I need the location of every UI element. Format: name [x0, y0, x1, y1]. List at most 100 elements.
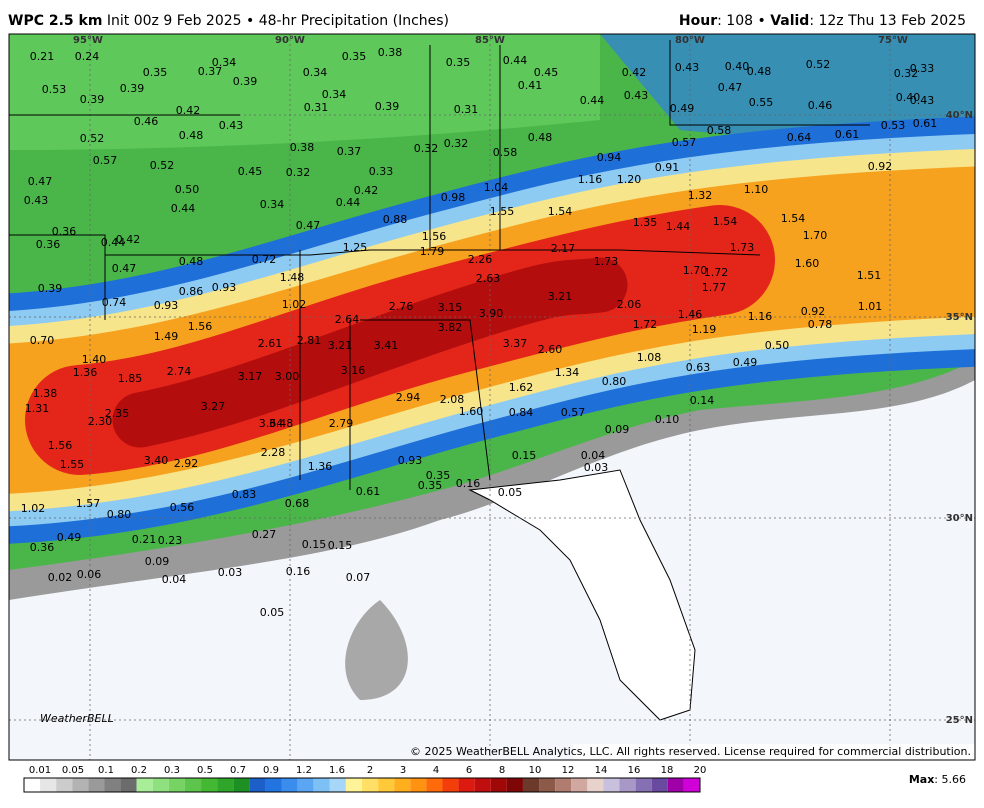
- precip-label: 1.02: [282, 298, 307, 311]
- precip-label: 0.48: [179, 255, 204, 268]
- precip-label: 0.44: [580, 94, 605, 107]
- colorbar-swatch: [233, 778, 250, 792]
- precip-label: 0.34: [322, 88, 347, 101]
- precip-label: 0.02: [48, 571, 73, 584]
- colorbar-swatch: [265, 778, 282, 792]
- colorbar-label: 2: [367, 765, 373, 776]
- precip-label: 1.46: [678, 308, 703, 321]
- colorbar-swatch: [474, 778, 491, 792]
- precip-label: 0.64: [787, 131, 812, 144]
- precip-label: 0.04: [581, 449, 606, 462]
- precip-label: 0.39: [233, 75, 258, 88]
- colorbar-label: 1.2: [296, 765, 312, 776]
- colorbar-swatch: [56, 778, 73, 792]
- precip-label: 0.48: [179, 129, 204, 142]
- precip-label: 1.34: [555, 366, 580, 379]
- precip-label: 3.37: [503, 337, 528, 350]
- precip-label: 3.00: [275, 370, 300, 383]
- precip-label: 2.08: [440, 393, 465, 406]
- precip-label: 3.41: [374, 339, 399, 352]
- colorbar-swatch: [24, 778, 41, 792]
- precip-label: 1.49: [154, 330, 179, 343]
- precip-label: 0.94: [597, 151, 622, 164]
- colorbar-swatch: [362, 778, 379, 792]
- precip-label: 0.80: [602, 375, 627, 388]
- precip-label: 0.34: [260, 198, 285, 211]
- precip-label: 0.35: [342, 50, 367, 63]
- colorbar-swatch: [88, 778, 105, 792]
- precip-label: 2.26: [468, 253, 493, 266]
- precip-label: 0.57: [672, 136, 697, 149]
- precip-label: 0.80: [107, 508, 132, 521]
- colorbar-swatch: [426, 778, 443, 792]
- precip-label: 0.35: [418, 479, 443, 492]
- precip-label: 1.02: [21, 502, 46, 515]
- precip-label: 0.37: [198, 65, 223, 78]
- precip-label: 2.94: [396, 391, 421, 404]
- colorbar-swatch: [136, 778, 153, 792]
- precip-label: 1.31: [25, 402, 50, 415]
- precip-label: 0.61: [913, 117, 938, 130]
- precip-label: 0.32: [894, 67, 919, 80]
- colorbar-label: 10: [529, 765, 542, 776]
- copyright: © 2025 WeatherBELL Analytics, LLC. All r…: [410, 745, 971, 758]
- colorbar-swatch: [683, 778, 700, 792]
- precip-label: 0.10: [655, 413, 680, 426]
- precip-label: 0.42: [176, 104, 201, 117]
- precip-label: 0.40: [896, 91, 921, 104]
- precip-label: 3.15: [438, 301, 463, 314]
- precip-label: 0.23: [158, 534, 183, 547]
- precip-label: 0.07: [346, 571, 371, 584]
- lat-label: 30°N: [946, 513, 973, 524]
- precip-label: 2.64: [335, 313, 360, 326]
- precip-label: 2.61: [258, 337, 283, 350]
- precip-label: 0.09: [145, 555, 170, 568]
- precip-label: 0.32: [414, 142, 439, 155]
- precip-label: 1.48: [280, 271, 305, 284]
- precip-label: 1.62: [509, 381, 534, 394]
- precip-label: 0.31: [304, 101, 329, 114]
- max-val: : 5.66: [934, 773, 966, 786]
- precip-label: 2.28: [261, 446, 286, 459]
- init: Init 00z 9 Feb 2025 • 48-hr Precipitatio…: [107, 13, 449, 29]
- colorbar-swatch: [651, 778, 668, 792]
- precip-label: 0.06: [77, 568, 102, 581]
- precip-label: 0.03: [218, 566, 243, 579]
- colorbar-label: 8: [499, 765, 505, 776]
- precip-label: 3.21: [328, 339, 353, 352]
- colorbar-label: 20: [694, 765, 707, 776]
- precip-label: 2.60: [538, 343, 563, 356]
- precip-label: 1.56: [422, 230, 447, 243]
- colorbar-label: 4: [433, 765, 439, 776]
- precip-label: 0.33: [369, 165, 394, 178]
- precip-label: 0.34: [212, 56, 237, 69]
- precip-label: 0.16: [286, 565, 311, 578]
- precip-label: 0.47: [112, 262, 137, 275]
- colorbar-swatch: [152, 778, 169, 792]
- precip-label: 0.78: [808, 318, 833, 331]
- colorbar-label: 0.9: [263, 765, 279, 776]
- precip-label: 0.44: [336, 196, 361, 209]
- precip-label: 3.16: [341, 364, 366, 377]
- precip-label: 0.44: [171, 202, 196, 215]
- precip-label: 0.35: [143, 66, 168, 79]
- valid-key: Valid: [770, 13, 809, 29]
- colorbar-swatch: [329, 778, 346, 792]
- precip-label: 1.16: [578, 173, 603, 186]
- precip-label: 0.39: [375, 100, 400, 113]
- colorbar-label: 0.3: [164, 765, 180, 776]
- colorbar-swatch: [297, 778, 314, 792]
- precip-label: 1.44: [666, 220, 691, 233]
- logo: WeatherBELL: [40, 712, 114, 725]
- colorbar-swatch: [603, 778, 620, 792]
- colorbar-swatch: [378, 778, 395, 792]
- colorbar-swatch: [217, 778, 234, 792]
- precip-label: 1.36: [73, 366, 98, 379]
- precip-label: 1.70: [803, 229, 828, 242]
- map: 0.21 0.240.35 0.370.340.340.35 0.380.35 0.44…: [9, 34, 975, 760]
- precip-label: 0.50: [765, 339, 790, 352]
- colorbar-swatch: [635, 778, 652, 792]
- precip-label: 0.03: [584, 461, 609, 474]
